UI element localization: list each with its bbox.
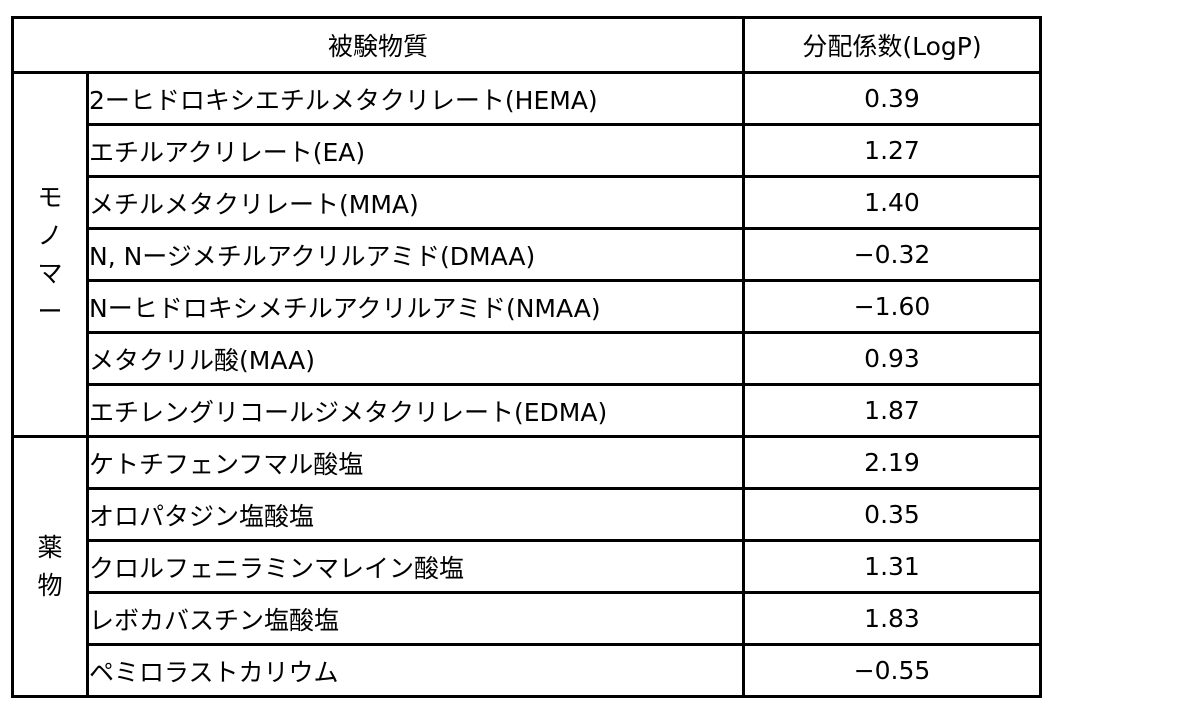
table-row: エチルアクリレート(EA) 1.27 <box>13 125 1041 177</box>
table-row: ペミロラストカリウム −0.55 <box>13 645 1041 697</box>
substance-name: ケトチフェンフマル酸塩 <box>88 437 744 489</box>
logp-value: 1.87 <box>744 385 1041 437</box>
group-label-monomer: モノマー <box>13 73 88 437</box>
logp-value: −1.60 <box>744 281 1041 333</box>
header-logp: 分配係数(LogP) <box>744 18 1041 73</box>
table-row: オロパタジン塩酸塩 0.35 <box>13 489 1041 541</box>
substance-name: メタクリル酸(MAA) <box>88 333 744 385</box>
logp-table: 被験物質 分配係数(LogP) モノマー 2ーヒドロキシエチルメタクリレート(H… <box>11 16 1042 698</box>
logp-value: 1.27 <box>744 125 1041 177</box>
substance-name: エチレングリコールジメタクリレート(EDMA) <box>88 385 744 437</box>
header-row: 被験物質 分配係数(LogP) <box>13 18 1041 73</box>
logp-value: −0.55 <box>744 645 1041 697</box>
table-row: メタクリル酸(MAA) 0.93 <box>13 333 1041 385</box>
header-substance: 被験物質 <box>13 18 744 73</box>
logp-value: 1.83 <box>744 593 1041 645</box>
substance-name: ペミロラストカリウム <box>88 645 744 697</box>
table-row: 薬物 ケトチフェンフマル酸塩 2.19 <box>13 437 1041 489</box>
logp-value: 0.39 <box>744 73 1041 125</box>
substance-name: メチルメタクリレート(MMA) <box>88 177 744 229</box>
table-row: N, Nージメチルアクリルアミド(DMAA) −0.32 <box>13 229 1041 281</box>
logp-value: 2.19 <box>744 437 1041 489</box>
table-row: クロルフェニラミンマレイン酸塩 1.31 <box>13 541 1041 593</box>
group-label-drug: 薬物 <box>13 437 88 697</box>
table-row: Nーヒドロキシメチルアクリルアミド(NMAA) −1.60 <box>13 281 1041 333</box>
substance-name: レボカバスチン塩酸塩 <box>88 593 744 645</box>
logp-value: 0.35 <box>744 489 1041 541</box>
logp-value: −0.32 <box>744 229 1041 281</box>
substance-name: N, Nージメチルアクリルアミド(DMAA) <box>88 229 744 281</box>
table-row: レボカバスチン塩酸塩 1.83 <box>13 593 1041 645</box>
substance-name: エチルアクリレート(EA) <box>88 125 744 177</box>
table-row: エチレングリコールジメタクリレート(EDMA) 1.87 <box>13 385 1041 437</box>
table-row: モノマー 2ーヒドロキシエチルメタクリレート(HEMA) 0.39 <box>13 73 1041 125</box>
table-row: メチルメタクリレート(MMA) 1.40 <box>13 177 1041 229</box>
substance-name: 2ーヒドロキシエチルメタクリレート(HEMA) <box>88 73 744 125</box>
substance-name: オロパタジン塩酸塩 <box>88 489 744 541</box>
logp-value: 0.93 <box>744 333 1041 385</box>
substance-name: クロルフェニラミンマレイン酸塩 <box>88 541 744 593</box>
logp-value: 1.40 <box>744 177 1041 229</box>
substance-name: Nーヒドロキシメチルアクリルアミド(NMAA) <box>88 281 744 333</box>
logp-value: 1.31 <box>744 541 1041 593</box>
